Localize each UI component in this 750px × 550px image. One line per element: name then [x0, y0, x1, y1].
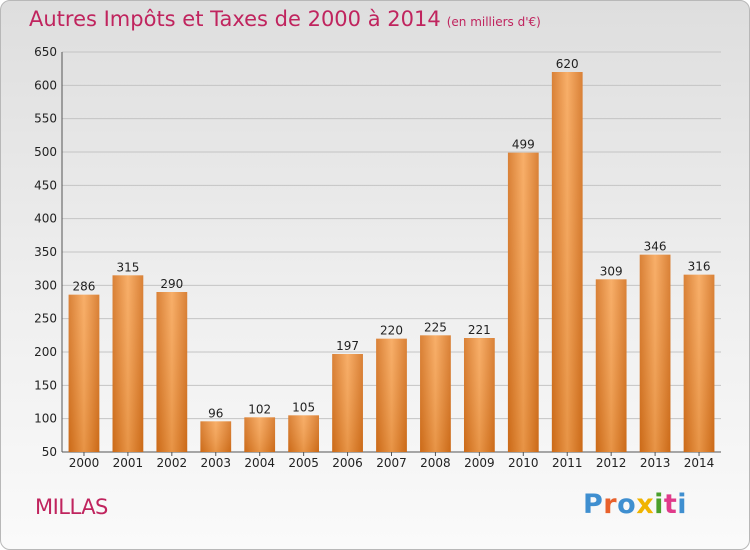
brand-letter: x	[636, 489, 655, 520]
bar-shade-2004	[244, 417, 276, 452]
y-tick-label: 550	[34, 112, 57, 126]
brand-letter: i	[654, 489, 664, 520]
value-label-2011: 620	[556, 57, 579, 71]
x-tick-label-2007: 2007	[376, 456, 407, 470]
y-tick-label: 100	[34, 412, 57, 426]
value-label-2005: 105	[292, 400, 315, 414]
y-tick-label: 400	[34, 212, 57, 226]
brand-letter: i	[677, 489, 688, 520]
bar-shade-2008	[420, 335, 451, 452]
chart-unit: (en milliers d'€)	[446, 15, 541, 29]
value-label-2014: 316	[688, 260, 711, 274]
value-label-2000: 286	[73, 280, 96, 294]
x-tick-label-2006: 2006	[332, 456, 363, 470]
bar-shade-2009	[463, 338, 495, 452]
bar-shade-2012	[595, 279, 627, 452]
y-tick-label: 150	[34, 378, 57, 392]
bar-shade-2010	[507, 152, 539, 452]
chart-title-text: Autres Impôts et Taxes de 2000 à 2014	[29, 7, 441, 31]
bar-shade-2014	[683, 274, 715, 452]
bar-shade-2002	[156, 292, 188, 452]
value-label-2001: 315	[116, 260, 139, 274]
value-label-2010: 499	[512, 138, 535, 152]
chart-title: Autres Impôts et Taxes de 2000 à 2014 (en…	[29, 7, 541, 31]
bar-shade-2001	[112, 275, 144, 452]
bars	[68, 72, 715, 452]
x-tick-label-2000: 2000	[69, 456, 100, 470]
x-tick-label-2010: 2010	[508, 456, 539, 470]
y-tick-label: 200	[34, 345, 57, 359]
brand-letter: t	[663, 489, 678, 520]
value-label-2003: 96	[208, 406, 223, 420]
x-tick-label-2013: 2013	[640, 456, 671, 470]
value-label-2012: 309	[600, 264, 623, 278]
brand-letter: o	[617, 489, 637, 520]
y-tick-label: 350	[34, 245, 57, 259]
x-tick-label-2009: 2009	[464, 456, 495, 470]
y-tick-label: 450	[34, 178, 57, 192]
bar-shade-2000	[68, 294, 100, 452]
labels: 50 100 150 200 250 300 350 400 450 500 550 600 650 28…	[34, 45, 714, 470]
y-tick-label: 300	[34, 278, 57, 292]
x-tick-label-2004: 2004	[244, 456, 275, 470]
value-label-2002: 290	[160, 277, 183, 291]
y-tick-label: 500	[34, 145, 57, 159]
x-tick-label-2012: 2012	[596, 456, 627, 470]
x-tick-label-2011: 2011	[552, 456, 583, 470]
value-label-2006: 197	[336, 339, 359, 353]
bar-shade-2006	[332, 354, 363, 452]
x-tick-label-2002: 2002	[157, 456, 188, 470]
bar-shade-2003	[200, 421, 232, 452]
y-tick-label: 650	[34, 45, 57, 59]
value-label-2007: 220	[380, 324, 403, 338]
value-label-2004: 102	[248, 402, 271, 416]
location-name: MILLAS	[35, 495, 108, 519]
x-tick-label-2005: 2005	[288, 456, 319, 470]
x-tick-label-2001: 2001	[113, 456, 144, 470]
bar-shade-2013	[639, 254, 671, 452]
y-tick-label: 50	[42, 445, 57, 459]
x-tick-label-2003: 2003	[200, 456, 231, 470]
y-tick-label: 250	[34, 312, 57, 326]
y-tick-label: 600	[34, 78, 57, 92]
brand-letter: P	[583, 489, 604, 520]
brand-logo[interactable]: Proxiti	[583, 489, 687, 520]
bar-shade-2011	[551, 72, 583, 452]
x-tick-label-2008: 2008	[420, 456, 451, 470]
value-label-2009: 221	[468, 323, 491, 337]
brand-letter: r	[603, 489, 618, 520]
bar-shade-2005	[288, 415, 320, 452]
value-label-2013: 346	[644, 240, 667, 254]
value-label-2008: 225	[424, 320, 447, 334]
bar-shade-2007	[376, 338, 407, 452]
x-tick-label-2014: 2014	[684, 456, 715, 470]
